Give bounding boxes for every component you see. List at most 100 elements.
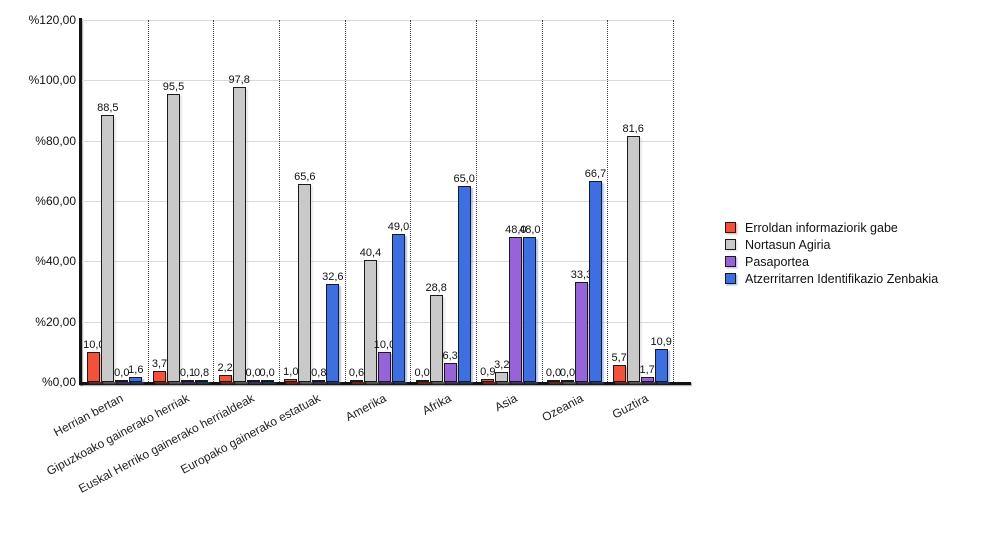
- bar-value-label: 0,6: [348, 367, 365, 379]
- bar: 0,6: [349, 367, 364, 382]
- y-tick-label: %0,00: [41, 375, 76, 389]
- bar-value-label: 95,5: [162, 80, 185, 93]
- y-tick-label: %80,00: [35, 133, 76, 148]
- bar-value-label: 6,3: [442, 350, 458, 362]
- legend-item-atzerritarren-id: Atzerritarren Identifikazio Zenbakia: [725, 271, 939, 286]
- bar-group: 0,6 40,4 10,0 49,0: [345, 20, 411, 382]
- bar-value-label: 2,2: [217, 362, 233, 375]
- y-tick-label: %40,00: [35, 254, 76, 269]
- bar: 0,8: [311, 367, 326, 382]
- legend-item-pasaportea: Pasaportea: [725, 254, 938, 269]
- legend-item-nortasun-agiria: Nortasun Agiria: [725, 238, 938, 252]
- bar-value-label: 0,8: [193, 366, 210, 379]
- gridline: [82, 80, 673, 82]
- bar-value-label: 0,1: [179, 367, 196, 379]
- bar-value-label: 48,0: [505, 224, 527, 237]
- bar: 65,0: [453, 173, 475, 382]
- legend-swatch-nortasun-agiria: [725, 239, 736, 250]
- bar: 3,7: [152, 358, 167, 382]
- bar-value-label: 81,6: [622, 122, 644, 135]
- bar: 88,5: [97, 102, 119, 382]
- category-separator: [147, 20, 149, 382]
- bar-value-label: 49,0: [387, 221, 410, 234]
- bar: 0,0: [246, 367, 261, 382]
- bar: 2,2: [218, 362, 233, 382]
- bar: 0,0: [114, 367, 129, 382]
- bar-group: 0,9 3,2 48,0 48,0: [476, 20, 542, 382]
- bar-group: 2,2 97,8 0,0 0,0: [213, 20, 279, 382]
- bar-value-label: 10,9: [650, 336, 672, 349]
- plot-area: 10,0 88,5 0,0 1,6 3,7 95,5 0,1 0,8 2,2 97,8 0,0 0,0…: [82, 20, 674, 382]
- category-separator: [607, 20, 609, 382]
- bar-value-label: 88,5: [97, 102, 119, 115]
- bar: 97,8: [228, 74, 250, 382]
- bar: 33,3: [571, 269, 592, 382]
- bar-value-label: 1,7: [639, 363, 655, 376]
- bar-group: 0,0 0,0 33,3 66,7: [542, 20, 608, 382]
- bar: 81,6: [622, 123, 644, 382]
- bar-value-label: 5,7: [611, 351, 627, 364]
- bar: 0,0: [560, 367, 575, 382]
- bar-group: 5,7 81,6 1,7 10,9: [607, 20, 673, 382]
- bar-value-label: 10,0: [373, 338, 396, 351]
- bar-value-label: 0,0: [245, 367, 261, 379]
- gridline: [82, 140, 673, 142]
- bar: 66,7: [585, 168, 606, 382]
- bar-value-label: 28,8: [425, 282, 447, 295]
- category-separator: [541, 20, 543, 382]
- bar-value-label: 0,0: [259, 367, 275, 379]
- bar: 0,1: [180, 367, 195, 382]
- bar-value-label: 0,0: [545, 367, 562, 379]
- bar-value-label: 97,8: [228, 73, 250, 86]
- y-tick-label: %120,00: [28, 13, 76, 27]
- legend: Erroldan informaziorik gabe Nortasun Agi…: [725, 221, 939, 286]
- bar-value-label: 66,7: [584, 167, 607, 180]
- bar: 0,9: [480, 366, 495, 382]
- y-tick-label: %20,00: [35, 314, 76, 329]
- bar: 40,4: [360, 247, 381, 382]
- y-axis-line: [79, 18, 82, 385]
- bar: 48,0: [519, 224, 541, 382]
- legend-swatch-erroldan: [725, 222, 736, 233]
- bar: 32,6: [322, 271, 344, 382]
- bar-group: 10,0 88,5 0,0 1,6: [82, 20, 148, 382]
- bar-group: 1,0 65,6 0,8 32,6: [279, 20, 345, 382]
- x-axis-line: [79, 382, 691, 385]
- legend-swatch-atzerritarren-id: [725, 273, 736, 284]
- bar: 65,6: [294, 171, 316, 382]
- bar-value-label: 48,0: [519, 224, 541, 237]
- bar: 0,0: [546, 367, 561, 382]
- legend-item-erroldan: Erroldan informaziorik gabe: [725, 221, 938, 235]
- gridline: [82, 321, 673, 323]
- bar: 3,2: [494, 359, 509, 382]
- bar-value-label: 3,2: [494, 359, 510, 372]
- bar-value-label: 65,6: [294, 171, 316, 184]
- category-separator: [213, 20, 215, 382]
- gridline: [82, 201, 673, 202]
- bar: 49,0: [388, 221, 409, 382]
- gridline: [82, 20, 673, 21]
- bar: 48,0: [505, 224, 527, 382]
- bar-value-label: 0,0: [559, 367, 576, 379]
- legend-label: Atzerritarren Identifikazio Zenbakia: [745, 271, 939, 286]
- bar: 95,5: [163, 81, 184, 382]
- bar: 0,0: [415, 367, 430, 382]
- bar-value-label: 0,9: [480, 366, 496, 379]
- category-separator: [476, 20, 477, 382]
- bar: 10,9: [650, 336, 672, 382]
- bar: 10,0: [374, 339, 395, 382]
- category-separator: [279, 20, 280, 382]
- bar: 10,0: [83, 339, 105, 382]
- bar-value-label: 65,0: [453, 172, 475, 185]
- y-tick-label: %100,00: [28, 73, 76, 88]
- bar-value-label: 1,6: [128, 364, 144, 377]
- legend-label: Pasaportea: [745, 254, 809, 269]
- category-separator: [673, 20, 674, 382]
- bar-group: 3,7 95,5 0,1 0,8: [148, 20, 214, 382]
- category-separator: [344, 20, 346, 382]
- bar-value-label: 0,8: [311, 366, 327, 379]
- bar-group: 0,0 28,8 6,3 65,0: [410, 20, 476, 382]
- legend-swatch-pasaportea: [725, 256, 736, 267]
- bar: 0,0: [260, 367, 275, 382]
